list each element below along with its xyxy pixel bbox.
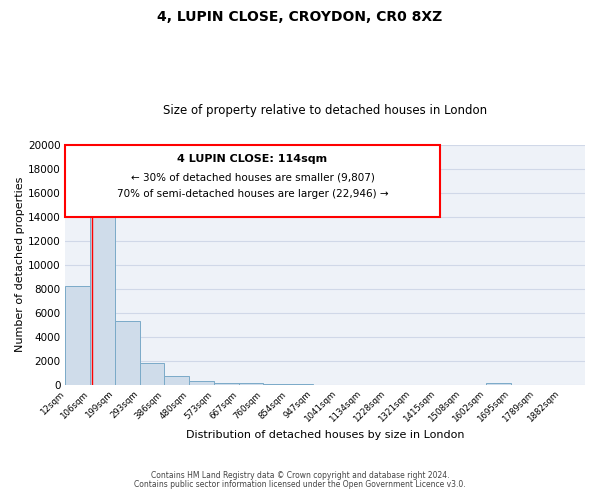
Text: Contains HM Land Registry data © Crown copyright and database right 2024.: Contains HM Land Registry data © Crown c…: [151, 471, 449, 480]
X-axis label: Distribution of detached houses by size in London: Distribution of detached houses by size …: [186, 430, 464, 440]
Bar: [90, 186, 115, 384]
Bar: [140, 363, 164, 384]
Bar: [115, 321, 140, 384]
Bar: [65, 286, 90, 384]
Title: Size of property relative to detached houses in London: Size of property relative to detached ho…: [163, 104, 487, 117]
Text: 4 LUPIN CLOSE: 114sqm: 4 LUPIN CLOSE: 114sqm: [178, 154, 328, 164]
Text: 4, LUPIN CLOSE, CROYDON, CR0 8XZ: 4, LUPIN CLOSE, CROYDON, CR0 8XZ: [157, 10, 443, 24]
Bar: [164, 376, 189, 384]
Text: Contains public sector information licensed under the Open Government Licence v3: Contains public sector information licen…: [134, 480, 466, 489]
Bar: [214, 383, 239, 384]
Text: 70% of semi-detached houses are larger (22,946) →: 70% of semi-detached houses are larger (…: [116, 188, 388, 198]
Y-axis label: Number of detached properties: Number of detached properties: [15, 177, 25, 352]
Text: ← 30% of detached houses are smaller (9,807): ← 30% of detached houses are smaller (9,…: [131, 172, 374, 182]
Bar: [189, 381, 214, 384]
